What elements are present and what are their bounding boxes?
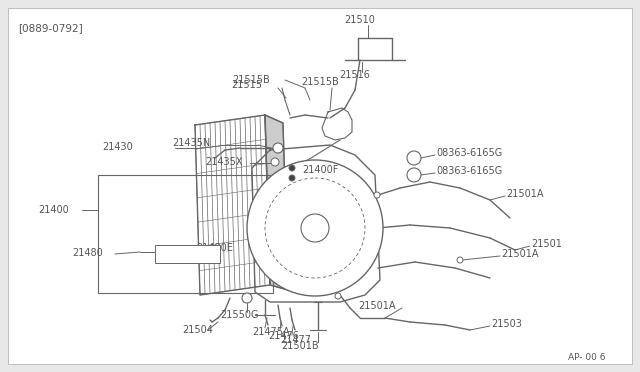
Circle shape <box>271 158 279 166</box>
Text: 21435N: 21435N <box>172 138 211 148</box>
Text: 21550G: 21550G <box>220 310 259 320</box>
Text: [0889-0792]: [0889-0792] <box>18 23 83 33</box>
Text: 08363-6165G: 08363-6165G <box>436 148 502 158</box>
Circle shape <box>301 214 329 242</box>
Text: 21501: 21501 <box>531 239 562 249</box>
Text: 21501A: 21501A <box>501 249 538 259</box>
Circle shape <box>407 151 421 165</box>
Text: 21503: 21503 <box>491 319 522 329</box>
Text: 21515: 21515 <box>231 80 262 90</box>
Text: S: S <box>411 170 417 180</box>
Text: 21515B: 21515B <box>232 75 269 85</box>
Circle shape <box>457 257 463 263</box>
Text: 21430: 21430 <box>102 142 133 152</box>
Text: 21510: 21510 <box>344 15 376 25</box>
Bar <box>155 245 220 263</box>
Polygon shape <box>265 115 288 290</box>
Text: 21475A: 21475A <box>252 327 290 337</box>
Text: 21504: 21504 <box>182 325 213 335</box>
Text: 21476: 21476 <box>268 331 299 341</box>
Circle shape <box>289 165 295 171</box>
Circle shape <box>289 175 295 181</box>
Circle shape <box>407 168 421 182</box>
Bar <box>98 175 273 293</box>
Text: 08363-6165G: 08363-6165G <box>436 166 502 176</box>
Text: 21480E: 21480E <box>196 243 233 253</box>
Text: 21480: 21480 <box>72 248 103 258</box>
Text: 21501A: 21501A <box>358 301 396 311</box>
Text: S: S <box>411 154 417 163</box>
Circle shape <box>247 160 383 296</box>
Text: 21501B: 21501B <box>281 341 319 351</box>
Text: 21435X: 21435X <box>205 157 243 167</box>
Text: 21515B: 21515B <box>301 77 339 87</box>
Text: AP- 00 6: AP- 00 6 <box>568 353 605 362</box>
Text: 21516: 21516 <box>340 70 371 80</box>
Circle shape <box>335 293 341 299</box>
Text: 21501A: 21501A <box>506 189 543 199</box>
Circle shape <box>242 293 252 303</box>
Circle shape <box>374 192 380 198</box>
Text: 21477: 21477 <box>280 335 311 345</box>
Circle shape <box>273 143 283 153</box>
Text: 21400: 21400 <box>38 205 68 215</box>
Text: 21400F: 21400F <box>302 165 339 175</box>
